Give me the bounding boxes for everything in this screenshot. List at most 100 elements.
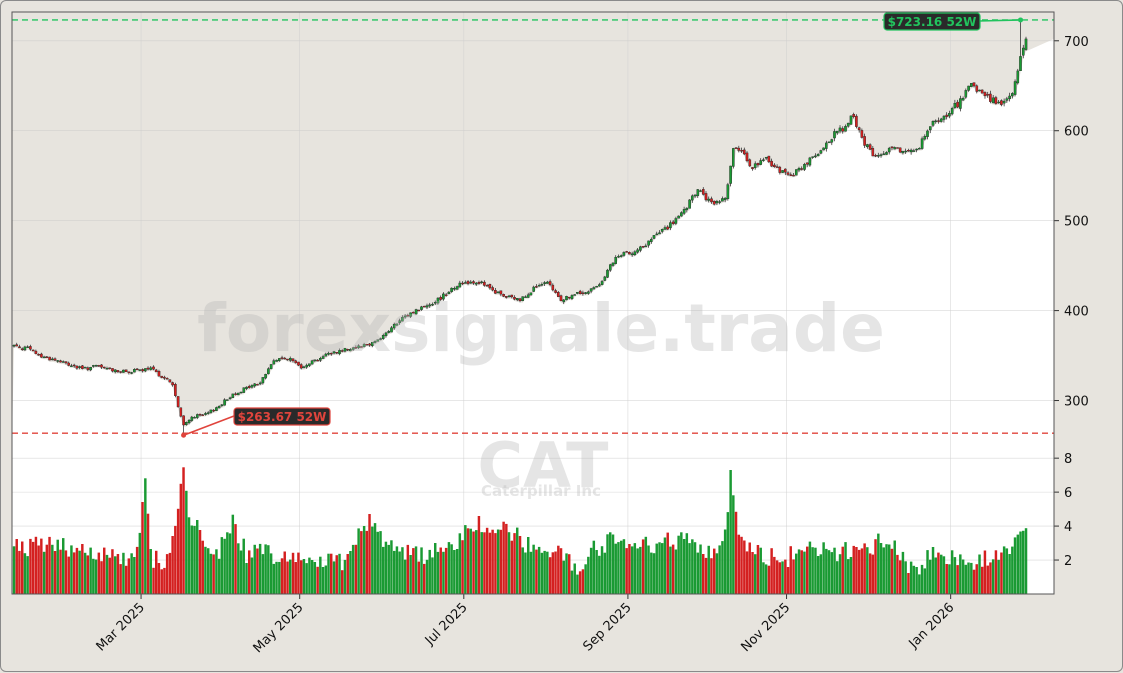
volume-bar (289, 559, 292, 594)
watermark-ticker: CAT (478, 429, 609, 502)
volume-bar (948, 564, 951, 594)
volume-bar (959, 554, 962, 594)
volume-bar (726, 512, 730, 594)
candle (789, 172, 793, 176)
volume-bar (1005, 548, 1009, 594)
candle (751, 167, 754, 171)
candle (450, 287, 453, 293)
candle (535, 284, 538, 288)
volume-bar (209, 553, 213, 594)
volume-bar (611, 534, 615, 594)
candle (972, 82, 976, 88)
candle (715, 199, 719, 206)
volume-bar (792, 559, 795, 594)
candle (209, 409, 213, 414)
candle (778, 165, 782, 175)
candle (299, 363, 303, 370)
candle (803, 162, 806, 171)
candle (863, 133, 866, 148)
volume-bar (119, 564, 122, 594)
candle (844, 124, 847, 132)
volume-bar (245, 563, 248, 594)
volume-bar (770, 548, 773, 594)
volume-bar (885, 544, 888, 594)
volume-bar (313, 562, 317, 594)
volume-bar (420, 547, 423, 594)
candle (351, 346, 355, 351)
volume-bar (286, 561, 289, 594)
candle (319, 356, 322, 362)
candle (983, 91, 987, 99)
candle (584, 292, 587, 295)
candle (61, 360, 65, 363)
volume-bar (450, 544, 453, 594)
candle (855, 114, 858, 129)
volume-bar (480, 532, 483, 594)
volume-bar (327, 553, 330, 594)
candle (444, 293, 448, 297)
volume-bar (989, 562, 992, 594)
volume-bar (633, 543, 637, 594)
volume-bar (494, 533, 497, 594)
volume-bar (215, 549, 218, 594)
candle (143, 368, 147, 373)
volume-bar (581, 569, 585, 594)
candle (732, 147, 735, 169)
candle (253, 383, 256, 388)
volume-bar (655, 543, 658, 594)
volume-bar (592, 540, 596, 594)
candle (603, 275, 607, 282)
volume-bar (961, 559, 965, 594)
volume-bar (702, 554, 705, 594)
volume-bar (535, 549, 538, 594)
candle (425, 303, 429, 310)
candle (937, 117, 940, 124)
volume-bar (857, 549, 861, 594)
time-tick-label: Nov 2025 (739, 600, 794, 655)
volume-bar (620, 540, 623, 594)
candle (822, 147, 825, 151)
candle (524, 295, 527, 298)
candle (360, 346, 363, 348)
candle (305, 363, 308, 369)
candle (753, 161, 757, 170)
candle (920, 136, 924, 150)
volume-bar (860, 548, 864, 594)
volume-bar (537, 546, 541, 594)
volume-bar (332, 561, 336, 594)
volume-bar (912, 565, 916, 594)
candle (688, 199, 691, 209)
candle (846, 122, 850, 128)
candle (639, 245, 642, 253)
volume-bar (196, 520, 199, 594)
candle (882, 151, 886, 155)
candle (234, 392, 237, 396)
volume-bar (149, 549, 152, 594)
volume-bar (499, 529, 503, 594)
volume-bar (368, 514, 371, 594)
candle (893, 146, 896, 150)
candle (1011, 92, 1014, 99)
candle (693, 194, 697, 199)
volume-bar (836, 561, 839, 594)
time-axis: Mar 2025 May 2025 Jul 2025 Sep 2025 Nov 2025… (94, 594, 957, 656)
candle (70, 363, 73, 367)
volume-bar (31, 541, 35, 594)
candle (795, 169, 798, 176)
candle (838, 125, 842, 134)
volume-bar (513, 533, 516, 594)
volume-bar (308, 557, 311, 594)
candle (302, 365, 306, 369)
volume-bar (800, 550, 803, 594)
candle (887, 146, 891, 155)
candle (743, 147, 746, 156)
volume-bar (652, 553, 656, 594)
candle (387, 330, 390, 334)
candle (557, 291, 560, 297)
volume-bar (557, 545, 560, 594)
candle (800, 166, 803, 171)
candle (559, 294, 563, 302)
candle (770, 158, 773, 167)
volume-bar (524, 552, 527, 594)
